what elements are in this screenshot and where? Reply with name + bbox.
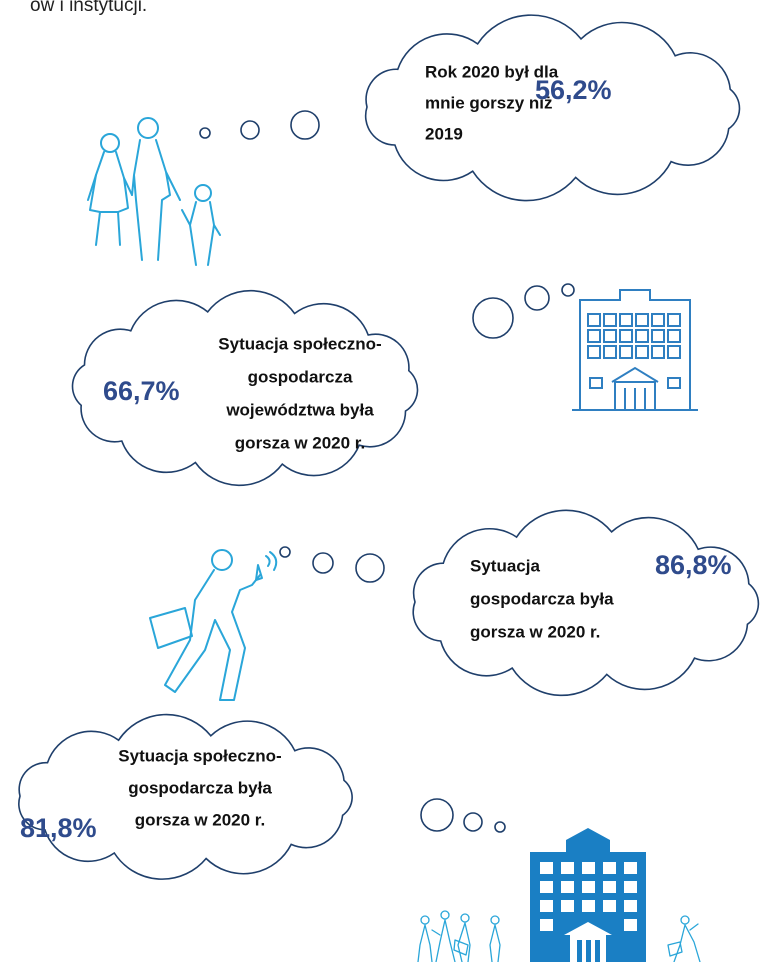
thought-bubble: [356, 554, 384, 582]
thought-percentage: 66,7%: [103, 376, 180, 406]
thought-bubble: [495, 822, 505, 832]
window: [582, 900, 595, 912]
thought-bubble: [291, 111, 319, 139]
thought-percentage: 81,8%: [20, 813, 97, 843]
window: [636, 314, 648, 326]
page: ów i instytucji. Rok 2020 był dlamni: [0, 0, 774, 962]
window: [588, 314, 600, 326]
walking-person-icon: [150, 550, 276, 700]
thought-bubble: [421, 799, 453, 831]
thought-text: mnie gorszy niż: [425, 93, 553, 112]
thought-text: gorsza w 2020 r.: [235, 433, 365, 452]
thought-text: 2019: [425, 124, 463, 143]
window: [582, 862, 595, 874]
thought-text: gospodarcza: [248, 367, 353, 386]
window: [620, 330, 632, 342]
window: [624, 900, 637, 912]
thought-bubble: [473, 298, 513, 338]
window: [540, 919, 553, 931]
window: [561, 900, 574, 912]
window: [603, 881, 616, 893]
thought-text: Sytuacja: [470, 556, 540, 575]
thought-bubble: [464, 813, 482, 831]
window: [582, 881, 595, 893]
window: [603, 900, 616, 912]
window: [620, 314, 632, 326]
window: [620, 346, 632, 358]
thought-bubble: [313, 553, 333, 573]
window: [588, 346, 600, 358]
thought-cloud: [366, 15, 740, 200]
window: [604, 330, 616, 342]
header-text: ów i instytucji.: [30, 0, 147, 16]
window: [636, 346, 648, 358]
window: [561, 881, 574, 893]
window: [624, 919, 637, 931]
city-building-icon: [530, 828, 646, 962]
thought-bubble: [280, 547, 290, 557]
thought-bubble: [200, 128, 210, 138]
window: [603, 862, 616, 874]
thought-text: gorsza w 2020 r.: [135, 810, 265, 829]
window: [652, 330, 664, 342]
thought-bubble: [562, 284, 574, 296]
thought-text: Sytuacja społeczno-: [118, 746, 281, 765]
window: [624, 862, 637, 874]
window: [604, 346, 616, 358]
window: [668, 330, 680, 342]
window: [652, 346, 664, 358]
window: [604, 314, 616, 326]
window: [540, 900, 553, 912]
window: [561, 862, 574, 874]
window: [540, 862, 553, 874]
window: [588, 330, 600, 342]
family-icon: [88, 118, 220, 265]
thought-text: gorsza w 2020 r.: [470, 622, 600, 641]
window: [636, 330, 648, 342]
window: [540, 881, 553, 893]
thought-percentage: 86,8%: [655, 550, 732, 580]
thought-bubble: [525, 286, 549, 310]
thought-text: gospodarcza była: [470, 589, 614, 608]
thought-text: gospodarcza była: [128, 778, 272, 797]
window: [668, 346, 680, 358]
office-building-icon: [572, 290, 698, 410]
thought-percentage: 56,2%: [535, 75, 612, 105]
window: [624, 881, 637, 893]
thought-bubble: [241, 121, 259, 139]
window: [668, 314, 680, 326]
window: [652, 314, 664, 326]
thought-text: Sytuacja społeczno-: [218, 334, 381, 353]
thought-text: województwa była: [225, 400, 374, 419]
